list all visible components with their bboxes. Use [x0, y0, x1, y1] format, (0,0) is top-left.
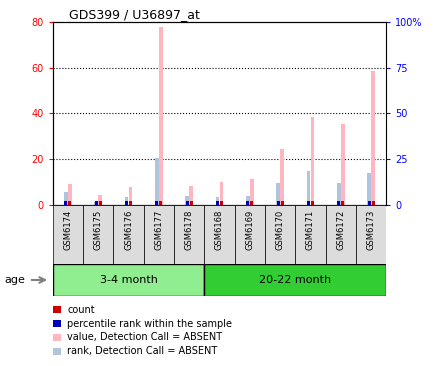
Bar — [204, 264, 385, 296]
Bar — [173, 205, 204, 264]
Text: GSM6173: GSM6173 — [366, 210, 375, 250]
Bar — [94, 202, 98, 205]
Bar — [124, 201, 127, 205]
Bar — [83, 205, 113, 264]
Bar — [124, 197, 128, 205]
Bar — [143, 205, 173, 264]
Bar — [53, 205, 83, 264]
Bar — [98, 195, 102, 205]
Bar — [189, 186, 193, 205]
Bar — [189, 201, 192, 205]
Bar — [336, 183, 340, 205]
Bar — [204, 205, 234, 264]
Bar — [159, 27, 162, 205]
Bar — [295, 205, 325, 264]
Bar — [234, 205, 265, 264]
Text: 20-22 month: 20-22 month — [259, 275, 331, 285]
Bar — [215, 201, 219, 205]
Text: GSM6169: GSM6169 — [245, 210, 254, 250]
Bar — [68, 184, 72, 205]
Bar — [367, 201, 370, 205]
Bar — [99, 201, 102, 205]
Bar — [94, 201, 97, 205]
Bar — [280, 201, 283, 205]
Bar — [310, 117, 314, 205]
Bar — [306, 171, 310, 205]
Bar — [219, 182, 223, 205]
Text: GSM6171: GSM6171 — [305, 210, 314, 250]
Text: GSM6170: GSM6170 — [275, 210, 284, 250]
Bar — [215, 197, 219, 205]
Bar — [113, 205, 143, 264]
Bar — [64, 201, 67, 205]
Bar — [340, 124, 344, 205]
Bar — [371, 71, 374, 205]
Text: GSM6168: GSM6168 — [215, 210, 223, 250]
Text: GSM6177: GSM6177 — [154, 210, 163, 250]
Bar — [185, 201, 188, 205]
Bar — [306, 201, 309, 205]
Bar — [355, 205, 385, 264]
Text: 3-4 month: 3-4 month — [99, 275, 157, 285]
Bar — [336, 201, 339, 205]
Text: GSM6174: GSM6174 — [63, 210, 72, 250]
Bar — [276, 183, 279, 205]
Text: percentile rank within the sample: percentile rank within the sample — [67, 318, 232, 329]
Bar — [265, 205, 295, 264]
Bar — [311, 201, 314, 205]
Bar — [219, 201, 223, 205]
Bar — [68, 201, 71, 205]
Text: value, Detection Call = ABSENT: value, Detection Call = ABSENT — [67, 332, 222, 343]
Text: GSM6175: GSM6175 — [93, 210, 102, 250]
Bar — [366, 173, 370, 205]
Text: GSM6172: GSM6172 — [336, 210, 345, 250]
Bar — [371, 201, 374, 205]
Bar — [129, 201, 132, 205]
Bar — [280, 149, 283, 205]
Bar — [128, 187, 132, 205]
Bar — [246, 201, 249, 205]
Bar — [250, 201, 253, 205]
Bar — [53, 264, 204, 296]
Bar — [155, 158, 158, 205]
Text: count: count — [67, 305, 95, 315]
Bar — [64, 193, 67, 205]
Bar — [245, 196, 249, 205]
Bar — [159, 201, 162, 205]
Text: GSM6178: GSM6178 — [184, 210, 193, 250]
Text: GSM6176: GSM6176 — [124, 210, 133, 250]
Text: rank, Detection Call = ABSENT: rank, Detection Call = ABSENT — [67, 346, 217, 356]
Bar — [250, 179, 253, 205]
Bar — [276, 201, 279, 205]
Bar — [155, 201, 158, 205]
Bar — [341, 201, 344, 205]
Text: age: age — [4, 275, 25, 285]
Bar — [325, 205, 355, 264]
Bar — [185, 196, 188, 205]
Text: GDS399 / U36897_at: GDS399 / U36897_at — [69, 8, 200, 21]
